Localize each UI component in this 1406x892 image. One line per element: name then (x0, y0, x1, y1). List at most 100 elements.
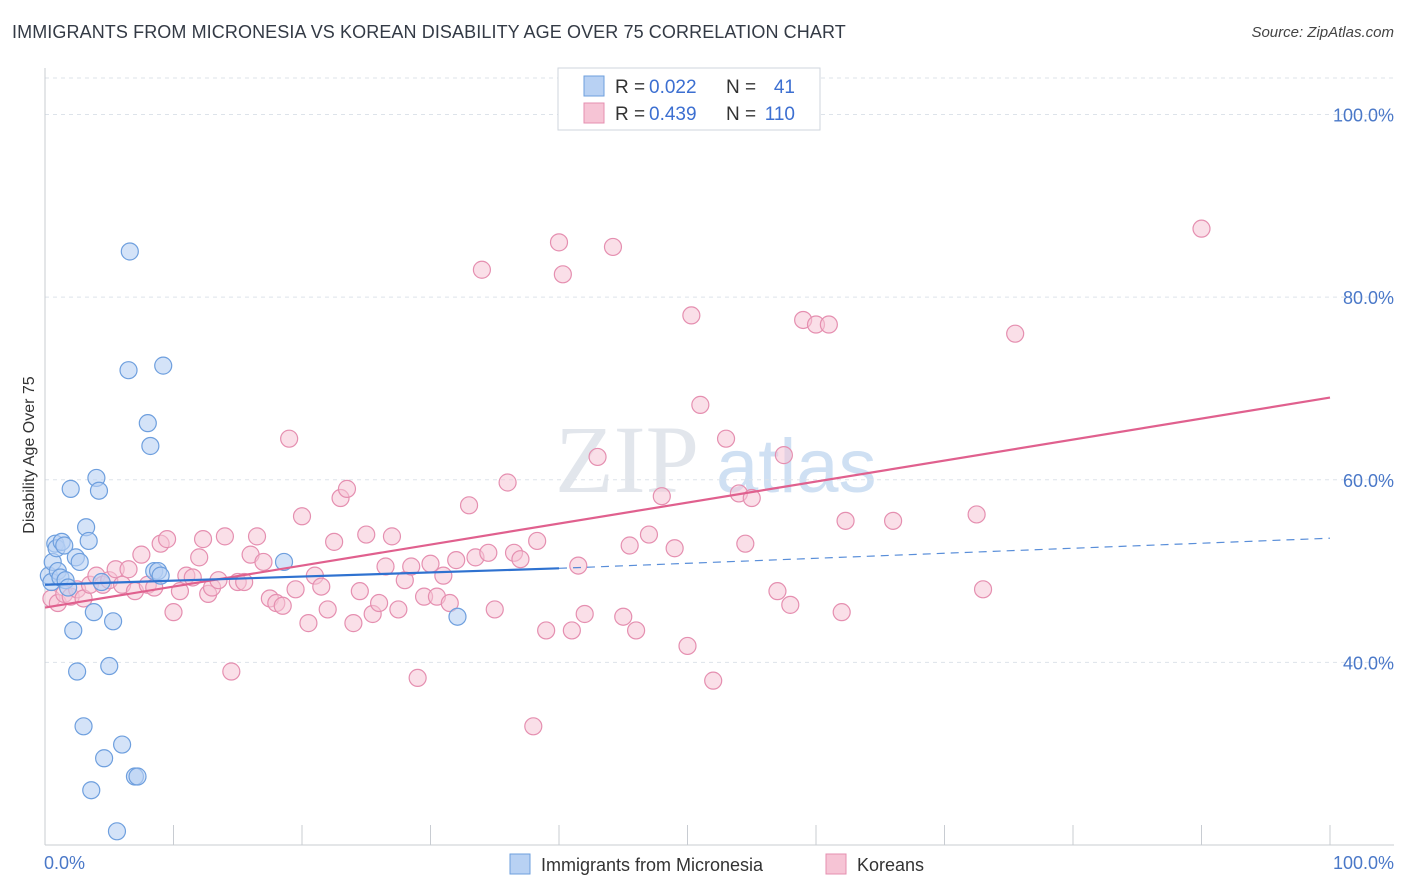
trend-lines (44, 396, 1331, 609)
micronesia-point (274, 552, 294, 572)
chart-title: IMMIGRANTS FROM MICRONESIA VS KOREAN DIS… (12, 22, 846, 42)
micronesia-point (82, 781, 101, 800)
korean-point (1192, 219, 1211, 238)
korean-point (639, 525, 659, 544)
korean-point (254, 552, 273, 572)
legend-n-value-2: 110 (765, 104, 795, 125)
korean-point (190, 548, 209, 567)
micronesia-point (59, 578, 78, 597)
korean-point (312, 577, 331, 596)
micronesia-point (64, 621, 83, 640)
legend-r-label-1: R = (615, 77, 645, 98)
korean-point (498, 473, 517, 492)
x-tick-label-min: 0.0% (44, 853, 85, 873)
korean-point (357, 525, 376, 544)
korean-point (382, 527, 402, 546)
series-legend: Immigrants from Micronesia Koreans (509, 853, 924, 875)
x-tick-label-max: 100.0% (1333, 853, 1394, 873)
legend-r-value-2: 0.439 (649, 104, 697, 125)
micronesia-point (119, 361, 138, 380)
korean-point (157, 530, 177, 549)
micronesia-point (100, 656, 119, 676)
korean-point (967, 505, 986, 524)
bottom-legend-swatch-blue (509, 853, 531, 875)
korean-point (325, 532, 344, 551)
korean-point (440, 593, 459, 613)
legend-n-value-1: 41 (774, 77, 795, 98)
korean-point (286, 580, 305, 599)
legend-n-label-1: N = (726, 77, 756, 98)
korean-point (682, 306, 701, 325)
korean-point (447, 551, 466, 570)
korean-point (434, 566, 453, 585)
korean-point (614, 607, 633, 626)
korean-point (819, 315, 838, 334)
korean-point (299, 614, 318, 633)
y-tick-label: 40.0% (1343, 653, 1394, 673)
korean-point (524, 717, 543, 736)
correlation-legend: R = 0.022 N = 41 R = 0.439 N = 110 (557, 67, 821, 131)
korean-point (973, 580, 993, 599)
korean-point (318, 600, 337, 619)
korean-point (337, 479, 357, 498)
korean-point (280, 429, 299, 448)
korean-point (247, 527, 267, 546)
micronesia-point (120, 242, 139, 261)
legend-swatch-blue (583, 75, 605, 97)
micronesia-point (154, 356, 173, 375)
legend-r-label-2: R = (615, 104, 645, 125)
korean-point (472, 260, 491, 279)
micronesia-points (39, 242, 467, 841)
korean-point (562, 621, 581, 640)
korean-point (569, 556, 588, 575)
korean-point (215, 527, 234, 546)
korean-point (292, 507, 312, 526)
korean-point (620, 536, 639, 555)
korean-point (832, 603, 851, 622)
korean-point (678, 636, 697, 656)
micronesia-trend-extension (558, 537, 1331, 569)
korean-point (222, 662, 241, 681)
micronesia-point (448, 607, 467, 626)
legend-r-value-1: 0.022 (649, 77, 697, 98)
korean-point (691, 395, 710, 414)
legend-swatch-pink (583, 102, 605, 124)
korean-point (652, 487, 671, 506)
axes (44, 68, 1394, 846)
y-tick-label: 80.0% (1343, 288, 1394, 308)
watermark-zip: ZIP (555, 406, 699, 513)
y-tick-labels: 40.0% 60.0% 80.0% 100.0% (1333, 106, 1394, 674)
micronesia-point (107, 822, 127, 841)
micronesia-point (89, 481, 109, 500)
korean-point (402, 557, 421, 576)
korean-point (704, 671, 723, 690)
korean-point (389, 600, 408, 619)
korean-point (553, 265, 572, 284)
korean-point (485, 600, 504, 619)
source-label: Source: ZipAtlas.com (1251, 24, 1394, 41)
korean-point (603, 237, 623, 257)
korean-point (781, 595, 800, 614)
korean-point (549, 233, 569, 252)
korean-point (119, 560, 138, 579)
y-axis-title: Disability Age Over 75 (21, 376, 38, 534)
koreans-points (42, 219, 1211, 736)
micronesia-point (104, 612, 123, 631)
bottom-legend-label-koreans: Koreans (857, 855, 924, 875)
korean-point (459, 496, 479, 515)
korean-point (774, 446, 793, 465)
micronesia-point (95, 749, 114, 768)
legend-n-label-2: N = (726, 104, 756, 125)
korean-point (193, 530, 213, 549)
micronesia-point (79, 531, 98, 551)
korean-point (528, 531, 547, 551)
korean-point (575, 604, 594, 624)
micronesia-point (128, 767, 147, 786)
y-tick-label: 100.0% (1333, 106, 1394, 126)
micronesia-point (112, 735, 132, 754)
micronesia-point (141, 436, 160, 456)
korean-point (1006, 324, 1025, 343)
micronesia-point (55, 536, 74, 555)
korean-point (370, 593, 389, 613)
